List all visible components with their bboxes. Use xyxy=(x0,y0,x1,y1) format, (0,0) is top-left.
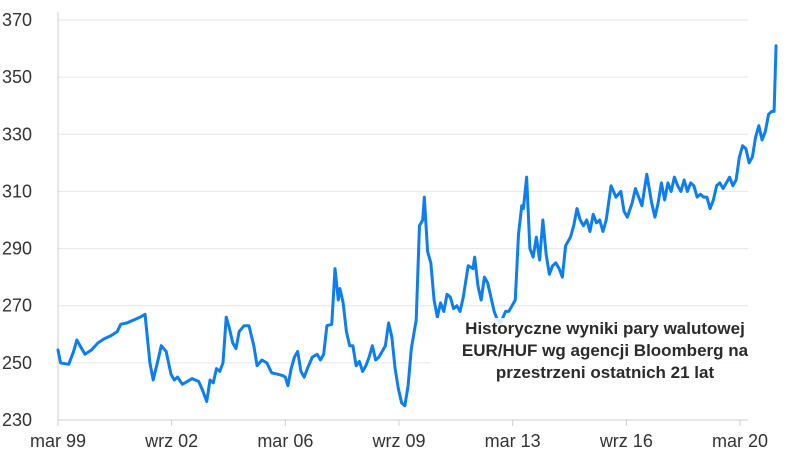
x-tick-label: mar 06 xyxy=(257,431,313,451)
series-line-eur-huf xyxy=(56,44,778,408)
y-tick-label: 250 xyxy=(2,353,32,373)
y-tick-labels: 230 250 270 290 310 330 350 370 xyxy=(2,10,32,430)
x-tick-label: wrz 02 xyxy=(144,431,198,451)
y-tick-label: 270 xyxy=(2,296,32,316)
chart-annotation: Historyczne wyniki pary walutowej EUR/HU… xyxy=(430,318,780,384)
x-tick-labels: mar 99 wrz 02 mar 06 wrz 09 mar 13 wrz 16 mar … xyxy=(30,431,768,451)
series xyxy=(56,44,778,408)
y-tick-label: 230 xyxy=(2,410,32,430)
y-tick-label: 330 xyxy=(2,124,32,144)
x-tick-label: mar 20 xyxy=(712,431,768,451)
grid xyxy=(58,19,748,421)
x-tick-label: mar 13 xyxy=(485,431,541,451)
x-tick-label: wrz 16 xyxy=(599,431,653,451)
x-tick-label: mar 99 xyxy=(30,431,86,451)
x-tick-label: wrz 09 xyxy=(371,431,425,451)
y-tick-label: 350 xyxy=(2,67,32,87)
y-tick-label: 310 xyxy=(2,181,32,201)
y-tick-label: 290 xyxy=(2,239,32,259)
y-tick-label: 370 xyxy=(2,10,32,30)
